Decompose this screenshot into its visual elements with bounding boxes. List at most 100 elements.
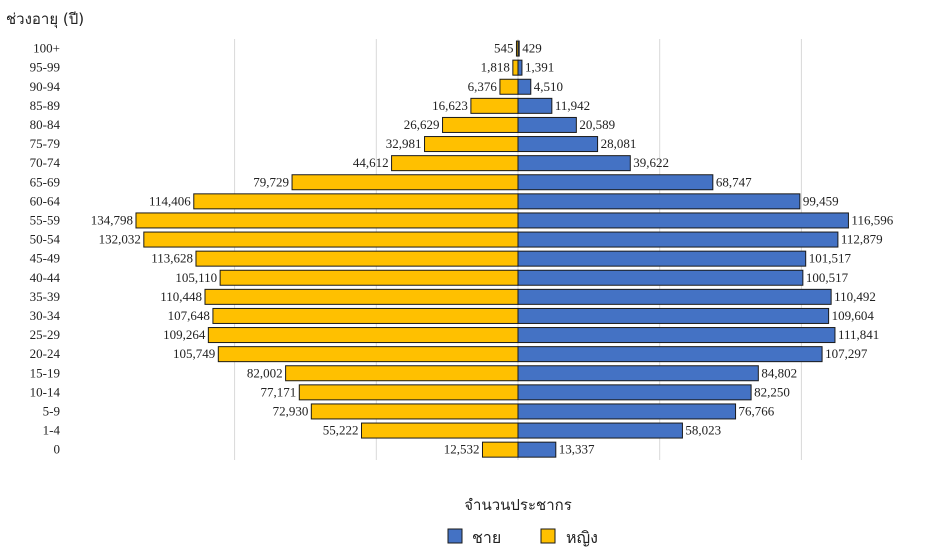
data-label-male: 82,250 (754, 384, 790, 399)
bar-male (517, 250, 807, 267)
data-label-male: 107,297 (825, 346, 868, 361)
data-label-female: 72,930 (273, 403, 309, 418)
data-label-male: 116,596 (851, 212, 893, 227)
category-label: 60-64 (30, 193, 61, 208)
bar-female (207, 327, 519, 344)
bar-male (517, 97, 553, 114)
data-label-female: 114,406 (149, 193, 191, 208)
data-label-female: 32,981 (386, 136, 422, 151)
data-label-male: 68,747 (716, 174, 752, 189)
bar-male (517, 231, 839, 248)
bar-male (517, 384, 752, 401)
data-label-female: 16,623 (432, 98, 468, 113)
data-label-male: 109,604 (832, 308, 875, 323)
category-label: 20-24 (30, 346, 61, 361)
bar-female (212, 307, 519, 324)
data-label-female: 77,171 (261, 384, 297, 399)
data-label-male: 39,622 (633, 155, 669, 170)
bar-female (195, 250, 519, 267)
data-label-male: 20,589 (579, 117, 615, 132)
bar-female (143, 231, 519, 248)
bar-female (310, 403, 519, 420)
data-label-male: 110,492 (834, 289, 876, 304)
y-axis-title: ช่วงอายุ (ปี) (6, 10, 84, 29)
category-label: 35-39 (30, 289, 60, 304)
data-label-male: 101,517 (809, 251, 852, 266)
data-label-female: 545 (494, 41, 514, 56)
category-label: 25-29 (30, 327, 60, 342)
category-label: 15-19 (30, 365, 60, 380)
data-label-female: 79,729 (253, 174, 289, 189)
bar-female (361, 422, 519, 439)
bar-male (517, 327, 836, 344)
data-label-female: 55,222 (323, 423, 359, 438)
bars (135, 40, 849, 458)
bar-male (517, 193, 801, 210)
bar-male (517, 422, 683, 439)
bar-male (517, 155, 631, 172)
category-label: 10-14 (30, 384, 61, 399)
bar-male (517, 403, 737, 420)
legend-female-label: หญิง (566, 528, 598, 547)
bar-female (217, 346, 519, 363)
data-label-female: 110,448 (160, 289, 202, 304)
category-label: 95-99 (30, 60, 60, 75)
data-label-male: 84,802 (761, 365, 797, 380)
bar-male (517, 269, 804, 286)
bar-male (517, 40, 520, 57)
bar-female (135, 212, 519, 229)
data-label-male: 58,023 (685, 423, 721, 438)
data-label-male: 13,337 (559, 442, 595, 457)
bar-male (517, 174, 714, 191)
bar-male (517, 307, 830, 324)
legend-male-swatch (447, 528, 463, 544)
bar-male (517, 78, 532, 95)
category-label: 85-89 (30, 98, 60, 113)
category-label: 55-59 (30, 212, 60, 227)
bar-female (219, 269, 519, 286)
data-label-female: 105,110 (175, 270, 217, 285)
data-label-female: 105,749 (173, 346, 215, 361)
data-label-female: 82,002 (247, 365, 283, 380)
legend-male-label: ชาย (472, 528, 501, 547)
bar-male (517, 441, 557, 458)
category-label: 45-49 (30, 251, 60, 266)
data-label-female: 1,818 (481, 60, 510, 75)
bar-female (298, 384, 519, 401)
data-label-female: 113,628 (151, 251, 193, 266)
category-label: 70-74 (30, 155, 61, 170)
data-labels: 545 429 1,818 1,391 6,376 4,510 16,623 11,942 26… (91, 41, 894, 457)
data-label-male: 1,391 (525, 60, 554, 75)
bar-female (204, 288, 519, 305)
legend-female-swatch (540, 528, 556, 544)
legend: ชาย หญิง (447, 528, 598, 547)
bar-female (499, 78, 519, 95)
data-label-male: 111,841 (838, 327, 879, 342)
bar-female (481, 441, 519, 458)
data-label-male: 4,510 (534, 79, 563, 94)
category-label: 0 (54, 442, 61, 457)
bar-female (285, 365, 519, 382)
bar-male (517, 212, 849, 229)
data-label-female: 26,629 (404, 117, 440, 132)
category-label: 30-34 (30, 308, 61, 323)
bar-female (512, 59, 519, 76)
data-label-male: 76,766 (739, 403, 775, 418)
bar-female (391, 155, 519, 172)
category-label: 90-94 (30, 79, 61, 94)
data-label-female: 134,798 (91, 212, 133, 227)
bar-male (517, 116, 577, 133)
data-label-male: 112,879 (841, 232, 883, 247)
category-label: 40-44 (30, 270, 61, 285)
category-labels: 100+ 95-99 90-94 85-89 80-84 75-79 70-74 65-69 6… (30, 41, 61, 457)
data-label-female: 107,648 (168, 308, 210, 323)
bar-male (517, 346, 823, 363)
bar-female (470, 97, 519, 114)
bar-male (517, 288, 832, 305)
data-label-female: 109,264 (163, 327, 206, 342)
data-label-male: 429 (522, 41, 542, 56)
data-label-female: 44,612 (353, 155, 389, 170)
category-label: 65-69 (30, 174, 60, 189)
data-label-male: 28,081 (601, 136, 637, 151)
